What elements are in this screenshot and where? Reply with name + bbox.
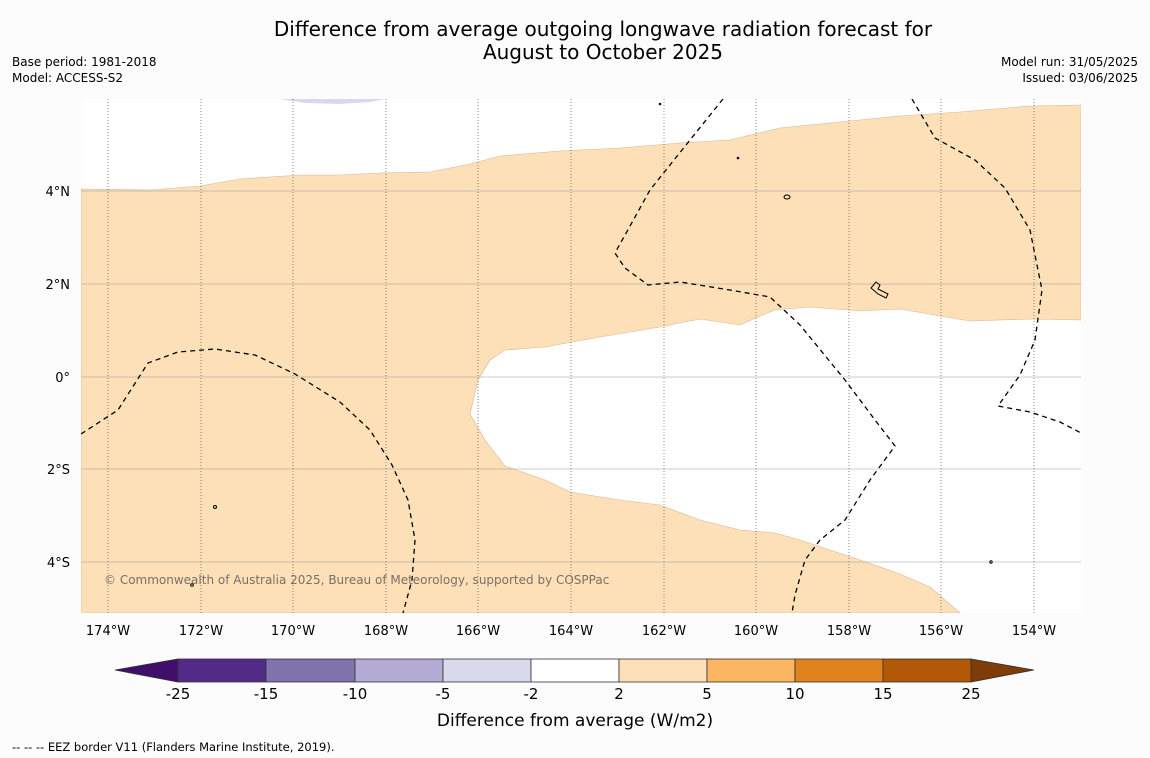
island-marker [783,194,791,200]
island-marker [870,281,889,299]
lat-label: 4°S [47,556,70,571]
islands [190,102,993,587]
lon-label: 160°W [734,624,778,639]
colorbar-segment [794,658,884,683]
colorbar-tick-label: 2 [614,685,624,703]
lon-label: 154°W [1012,624,1056,639]
colorbar-extend-high [970,658,1035,683]
eez-legend-note: -- -- -- EEZ border V11 (Flanders Marine… [12,740,335,754]
colorbar-extend-low [114,658,179,683]
latitude-labels: 4°N 2°N 0° 2°S 4°S [46,185,71,571]
lon-label: 168°W [364,624,408,639]
lon-label: 172°W [179,624,223,639]
lon-label: 166°W [456,624,500,639]
colorbar-segment [442,658,532,683]
title-line-2: August to October 2025 [482,40,724,64]
lon-label: 170°W [271,624,315,639]
base-period: Base period: 1981-2018 [12,55,157,69]
colorbar-segment [354,658,444,683]
eez-border-east [911,99,1081,434]
colorbar-tick-label: 15 [873,685,892,703]
island-marker [736,156,740,160]
lon-label: 156°W [919,624,963,639]
lon-label: 158°W [827,624,871,639]
lon-label: 164°W [549,624,593,639]
latitude-gridlines [81,190,1081,563]
colorbar-label: Difference from average (W/m2) [437,711,713,731]
colorbar-tick-label: -2 [524,685,539,703]
anomaly-region-minus5-to-minus2 [280,99,385,104]
island-marker [190,583,194,587]
lon-label: 162°W [642,624,686,639]
longitude-labels: 174°W 172°W 170°W 168°W 166°W 164°W 162°… [86,624,1056,639]
chart-title: Difference from average outgoing longwav… [0,18,1150,64]
lat-label: 0° [55,371,70,386]
colorbar-segment [265,658,356,683]
anomaly-region-2-to-5 [81,104,1081,613]
colorbar-tick-label: -10 [343,685,368,703]
lat-label: 4°N [46,185,71,200]
colorbar-segment [530,658,620,683]
issued-date: Issued: 03/06/2025 [1022,71,1138,85]
colorbar-tick-label: -5 [436,685,451,703]
metadata-left: Base period: 1981-2018 Model: ACCESS-S2 [12,54,157,86]
lon-label: 174°W [86,624,130,639]
colorbar-segment [706,658,796,683]
colorbar-ticks: -25 -15 -10 -5 -2 2 5 10 15 25 [166,685,981,703]
island-marker [989,560,993,564]
island-marker [213,505,217,509]
colorbar-tick-label: -15 [254,685,279,703]
map-plot-area [81,99,1081,613]
colorbar-segment [882,658,972,683]
eez-border-kiribati-west [81,348,416,613]
eez-border-central [614,99,896,613]
title-line-1: Difference from average outgoing longwav… [273,17,933,41]
metadata-right: Model run: 31/05/2025 Issued: 03/06/2025 [1001,54,1138,86]
model-name: Model: ACCESS-S2 [12,71,124,85]
colorbar-tick-label: -25 [166,685,191,703]
colorbar-segment [177,658,267,683]
lat-label: 2°S [47,463,70,478]
model-run: Model run: 31/05/2025 [1000,55,1138,69]
island-marker [658,102,662,106]
eez-borders [81,99,1081,613]
copyright-notice: © Commonwealth of Australia 2025, Bureau… [104,573,609,587]
colorbar-segment [618,658,708,683]
colorbar-tick-label: 5 [702,685,712,703]
lat-label: 2°N [46,278,71,293]
colorbar-tick-label: 25 [961,685,980,703]
colorbar-tick-label: 10 [785,685,804,703]
colorbar [114,658,1035,683]
